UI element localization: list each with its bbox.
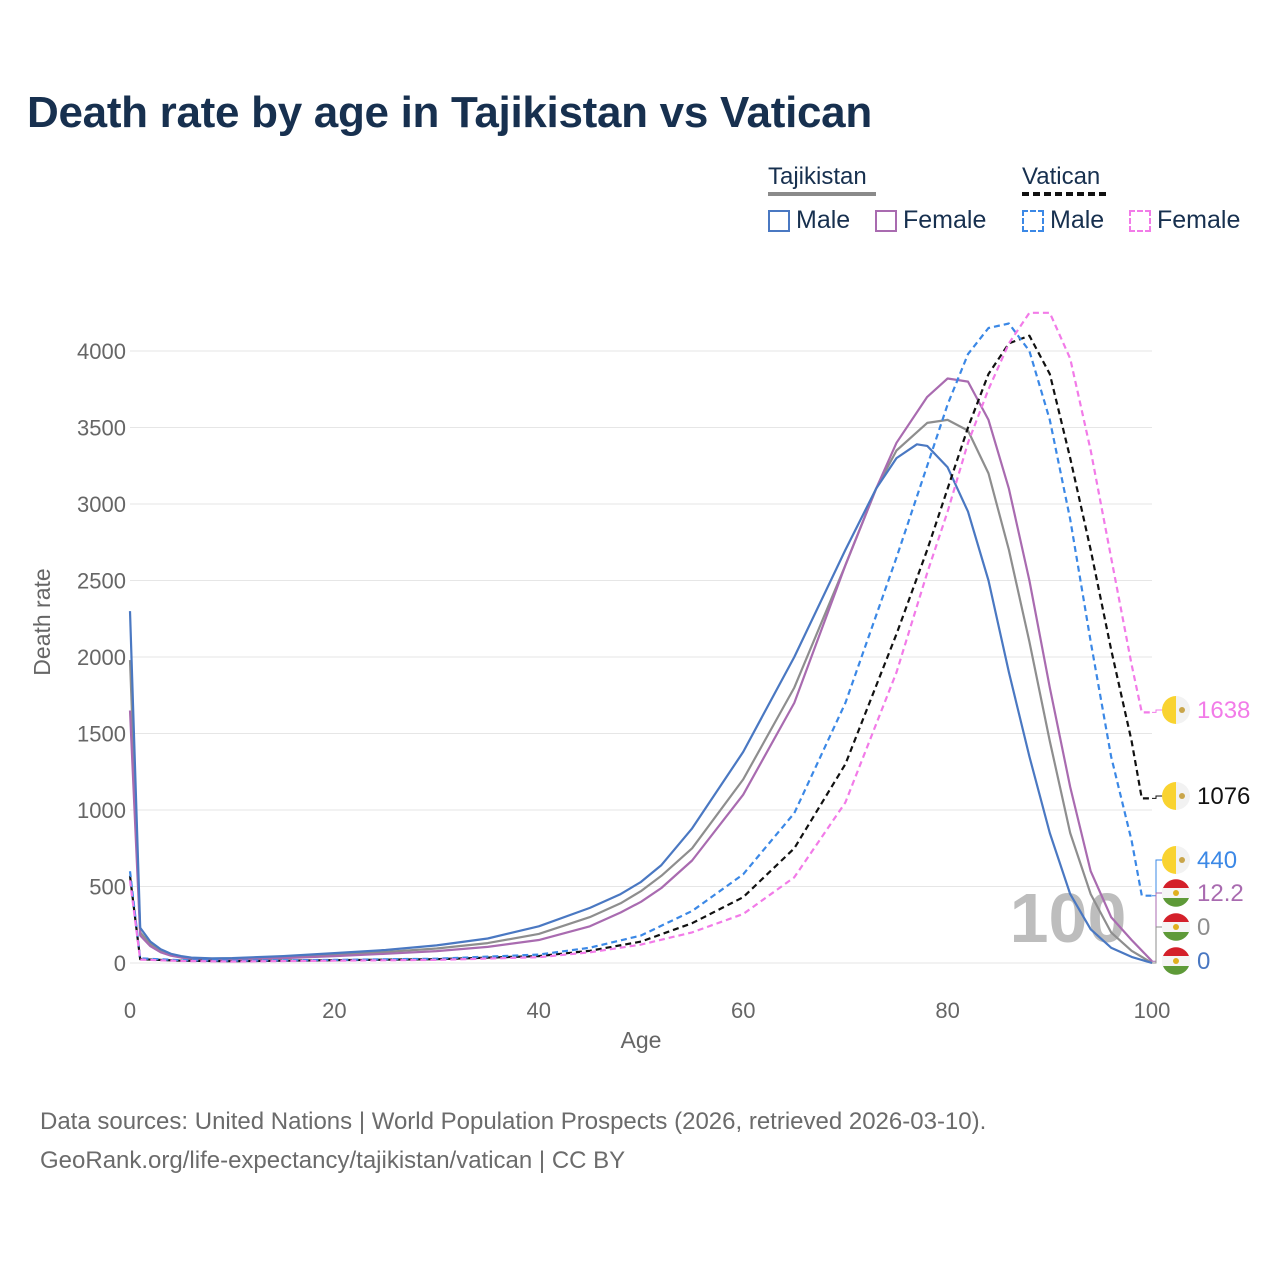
end-label-leader (1152, 795, 1162, 799)
legend-swatch-tajikistan-female (875, 209, 897, 232)
y-tick-label: 2000 (77, 645, 126, 670)
end-label-leader (1152, 859, 1162, 897)
legend-group-tajikistan: Tajikistan (768, 163, 867, 190)
chart-title: Death rate by age in Tajikistan vs Vatic… (27, 88, 872, 137)
series-line-tajikistan-female[interactable] (128, 377, 1153, 962)
y-tick-label: 3000 (77, 492, 126, 517)
end-label-tajikistan-male: 0 (1162, 947, 1210, 975)
legend-swatch-vatican-male (1022, 209, 1044, 232)
y-tick-label: 4000 (77, 339, 126, 364)
legend-label-vatican-male: Male (1050, 206, 1105, 234)
tajikistan-flag-icon (1162, 879, 1190, 907)
end-label-vatican-female: 1638 (1152, 696, 1250, 724)
tajikistan-flag-icon (1162, 947, 1190, 975)
footer-source: Data sources: United Nations | World Pop… (40, 1108, 987, 1135)
footer-link[interactable]: GeoRank.org/life-expectancy/tajikistan/v… (40, 1147, 626, 1174)
end-label-value: 1638 (1197, 697, 1250, 724)
y-tick-label: 500 (89, 875, 126, 900)
legend-item-tajikistan-male[interactable]: Male (768, 206, 850, 235)
end-label-value: 1076 (1197, 783, 1250, 810)
y-axis-title: Death rate (29, 568, 55, 675)
series-line-tajikistan-male[interactable] (128, 443, 1153, 965)
legend-label-tajikistan-female: Female (903, 206, 987, 234)
x-tick-label: 60 (731, 998, 755, 1023)
legend-swatch-tajikistan-male (768, 209, 790, 232)
x-tick-label: 0 (124, 998, 136, 1023)
y-tick-label: 1500 (77, 722, 126, 747)
vatican-flag-icon (1162, 696, 1190, 724)
x-tick-label: 80 (935, 998, 959, 1023)
end-label-value: 12.2 (1197, 880, 1244, 907)
end-label-value: 0 (1197, 914, 1210, 941)
y-tick-label: 3500 (77, 416, 126, 441)
end-label-vatican-male: 440 (1152, 846, 1237, 897)
end-label-value: 440 (1197, 847, 1237, 874)
legend-swatch-vatican-female (1129, 209, 1151, 232)
legend-underline-tajikistan (768, 192, 876, 196)
legend-group-vatican: Vatican (1022, 163, 1101, 190)
x-tick-label: 100 (1134, 998, 1171, 1023)
legend-item-vatican-female[interactable]: Female (1129, 206, 1240, 235)
vatican-flag-icon (1162, 782, 1190, 810)
legend-label-vatican-female: Female (1157, 206, 1241, 234)
legend-underline-vatican (1022, 192, 1106, 196)
vatican-flag-icon (1162, 846, 1190, 874)
end-label-vatican-total: 1076 (1152, 782, 1250, 810)
legend-item-tajikistan-female[interactable]: Female (875, 206, 986, 235)
series-line-vatican-total[interactable] (128, 334, 1152, 963)
series-line-vatican-female[interactable] (128, 311, 1152, 963)
series-line-vatican-male[interactable] (128, 322, 1152, 962)
x-tick-label: 40 (527, 998, 551, 1023)
tajikistan-flag-icon (1162, 913, 1190, 941)
y-tick-label: 1000 (77, 798, 126, 823)
legend-label-tajikistan-male: Male (796, 206, 851, 234)
end-label-value: 0 (1197, 948, 1210, 975)
x-tick-label: 20 (322, 998, 346, 1023)
y-tick-label: 2500 (77, 569, 126, 594)
x-axis-title: Age (621, 1027, 662, 1053)
y-tick-label: 0 (114, 951, 126, 976)
legend-item-vatican-male[interactable]: Male (1022, 206, 1104, 235)
end-label-leader (1152, 709, 1162, 713)
end-label-tajikistan-total: 0 (1152, 913, 1210, 964)
end-label-leader (1152, 926, 1162, 964)
